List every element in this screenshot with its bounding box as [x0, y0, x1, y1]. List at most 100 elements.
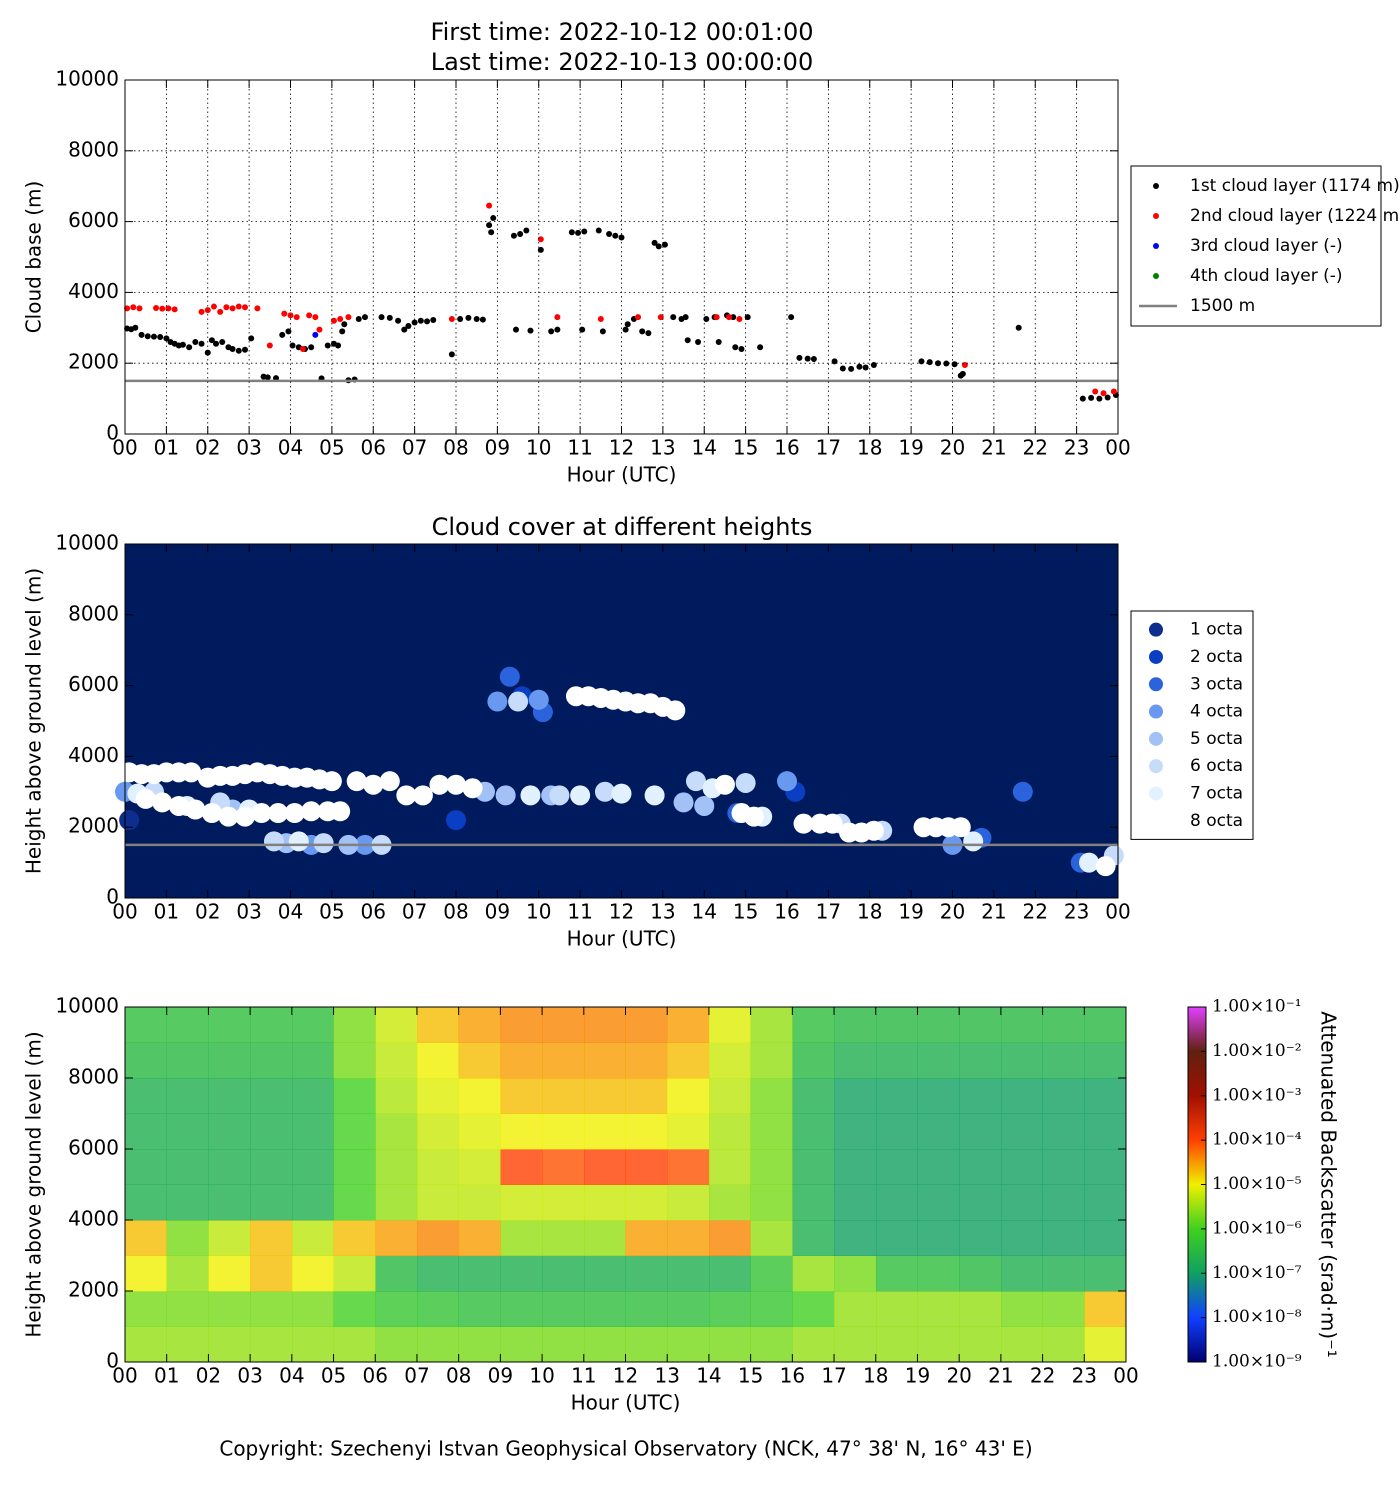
- data-point: [635, 314, 642, 321]
- x-tick-label: 21: [981, 900, 1006, 924]
- data-point: [204, 349, 211, 356]
- data-point: [1079, 395, 1086, 402]
- x-tick-label: 00: [112, 900, 137, 924]
- heatmap-cell: [458, 1007, 501, 1043]
- data-point: [396, 785, 417, 806]
- data-point: [1110, 388, 1117, 395]
- heatmap-cell: [792, 1326, 835, 1363]
- x-tick-label: 07: [402, 900, 427, 924]
- data-point: [401, 326, 408, 333]
- x-tick-label: 17: [816, 436, 841, 460]
- heatmap-cell: [625, 1113, 668, 1150]
- plot-frame: [124, 543, 1119, 899]
- heatmap-cell: [125, 1007, 168, 1043]
- heatmap-cell: [500, 1042, 543, 1079]
- heatmap-cell: [291, 1220, 335, 1256]
- colorbar-tick-label: 1.00×10⁻⁵: [1212, 1174, 1302, 1194]
- heatmap-cell: [750, 1007, 793, 1043]
- heatmap-cell: [208, 1007, 251, 1043]
- data-point: [554, 314, 561, 321]
- heatmap-cell: [125, 1149, 168, 1185]
- x-tick-label: 01: [154, 436, 179, 460]
- heatmap-cell: [875, 1184, 918, 1221]
- data-point: [568, 229, 575, 236]
- data-point: [730, 314, 737, 321]
- data-point: [732, 344, 739, 351]
- data-point: [281, 310, 288, 317]
- heatmap-cell: [1000, 1184, 1044, 1221]
- x-axis-label: Hour (UTC): [567, 463, 677, 487]
- heatmap-cell: [834, 1220, 877, 1256]
- heatmap-cell: [500, 1184, 543, 1221]
- data-point: [288, 831, 309, 852]
- x-tick-label: 01: [154, 1364, 179, 1388]
- heatmap-cell: [917, 1291, 960, 1327]
- data-point: [150, 333, 157, 340]
- data-point: [219, 338, 226, 345]
- heatmap-cell: [625, 1184, 668, 1221]
- y-tick-label: 6000: [68, 1136, 119, 1160]
- heatmap-cell: [917, 1326, 960, 1363]
- x-tick-label: 17: [821, 1364, 846, 1388]
- heatmap-cell: [166, 1113, 209, 1150]
- heatmap-cell: [583, 1326, 626, 1363]
- data-point: [1088, 394, 1095, 401]
- data-point: [321, 771, 342, 792]
- legend-marker: [1149, 704, 1163, 719]
- heatmap-cell: [959, 1184, 1002, 1221]
- data-point: [130, 304, 137, 311]
- data-point: [548, 328, 555, 335]
- heatmap-cell: [416, 1184, 460, 1221]
- data-point: [510, 232, 517, 239]
- x-tick-label: 16: [780, 1364, 805, 1388]
- x-tick-label: 03: [236, 436, 261, 460]
- x-tick-label: 21: [981, 436, 1006, 460]
- data-point: [229, 305, 236, 312]
- heatmap-cell: [542, 1113, 585, 1150]
- heatmap-cell: [792, 1078, 835, 1114]
- data-point: [595, 227, 602, 234]
- data-point: [181, 762, 202, 783]
- data-point: [313, 833, 334, 854]
- x-tick-label: 06: [361, 436, 386, 460]
- legend-marker: [1149, 677, 1163, 692]
- data-point: [651, 239, 658, 246]
- data-point: [713, 314, 720, 321]
- data-point: [229, 346, 236, 353]
- x-tick-label: 15: [733, 436, 758, 460]
- heatmap-cell: [792, 1184, 835, 1221]
- heatmap-cell: [583, 1078, 626, 1114]
- data-point: [499, 666, 520, 687]
- colorbar-label: Attenuated Backscatter (srad·m)⁻¹: [1317, 1011, 1341, 1358]
- data-point: [312, 331, 319, 338]
- heatmap-cell: [875, 1326, 918, 1363]
- data-point: [446, 774, 466, 795]
- heatmap-cell: [250, 1291, 293, 1327]
- heatmap-cell: [125, 1078, 168, 1114]
- data-point: [330, 801, 351, 822]
- heatmap-cell: [125, 1113, 168, 1150]
- data-point: [301, 801, 322, 822]
- data-point: [316, 326, 323, 333]
- heatmap-cell: [291, 1291, 335, 1327]
- legend-marker: [1153, 183, 1159, 189]
- x-tick-label: 19: [898, 436, 923, 460]
- data-point: [264, 374, 271, 381]
- heatmap-cell: [250, 1007, 293, 1043]
- heatmap-cell: [750, 1078, 793, 1114]
- data-point: [168, 795, 189, 816]
- heatmap-cell: [500, 1007, 543, 1043]
- data-point: [943, 360, 950, 367]
- heatmap-cell: [416, 1113, 460, 1150]
- heatmap-cell: [834, 1291, 877, 1327]
- heatmap-cell: [291, 1184, 335, 1221]
- data-point: [201, 803, 222, 824]
- heatmap-cell: [834, 1149, 877, 1185]
- footer: Copyright: Szechenyi Istvan Geophysical …: [219, 1437, 1032, 1461]
- data-point: [198, 308, 205, 315]
- heatmap-cell: [1084, 1042, 1127, 1079]
- heatmap-cell: [458, 1220, 501, 1256]
- heatmap-cell: [1084, 1255, 1127, 1292]
- data-point: [1104, 394, 1111, 401]
- heatmap-cell: [667, 1007, 710, 1043]
